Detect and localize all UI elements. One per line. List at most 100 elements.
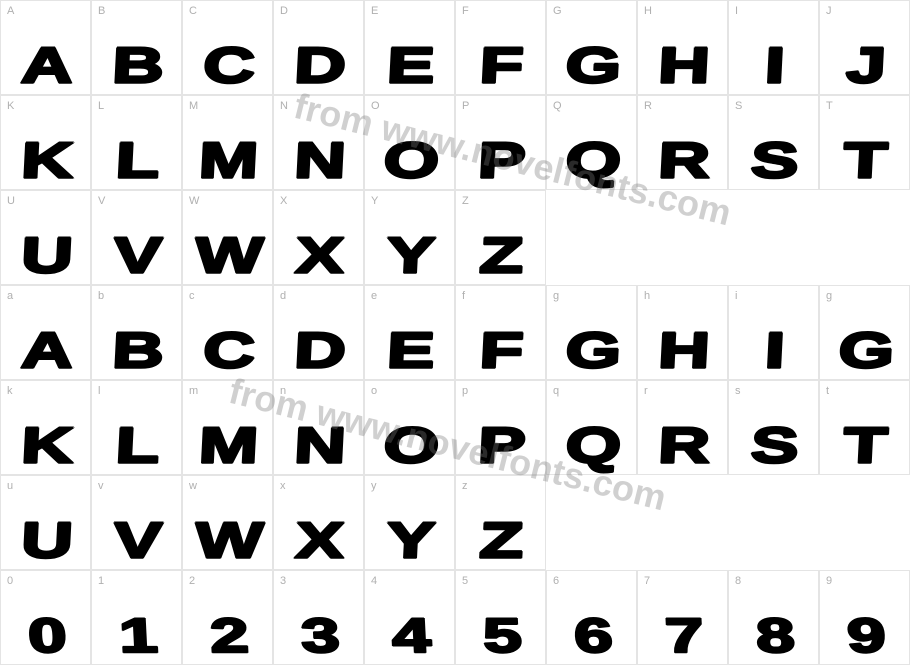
cell-label: z bbox=[462, 480, 468, 492]
glyph-cell[interactable]: 88 bbox=[728, 570, 819, 665]
glyph: K bbox=[20, 420, 71, 470]
grid-row: KKLLMMNNOOPPQQRRSSTT bbox=[0, 95, 910, 190]
glyph-cell[interactable]: dD bbox=[273, 285, 364, 380]
glyph-cell[interactable]: UU bbox=[0, 190, 91, 285]
cell-label: g bbox=[553, 290, 559, 302]
glyph-cell[interactable]: lL bbox=[91, 380, 182, 475]
glyph: H bbox=[657, 40, 708, 90]
empty-cell bbox=[546, 190, 637, 285]
cell-label: G bbox=[553, 5, 562, 17]
glyph-cell[interactable]: tT bbox=[819, 380, 910, 475]
cell-label: A bbox=[7, 5, 14, 17]
cell-label: m bbox=[189, 385, 198, 397]
cell-label: 9 bbox=[826, 575, 832, 587]
glyph-cell[interactable]: VV bbox=[91, 190, 182, 285]
glyph-cell[interactable]: 44 bbox=[364, 570, 455, 665]
glyph: 9 bbox=[846, 611, 884, 659]
glyph-cell[interactable]: cC bbox=[182, 285, 273, 380]
glyph-cell[interactable]: 22 bbox=[182, 570, 273, 665]
glyph-cell[interactable]: 55 bbox=[455, 570, 546, 665]
glyph: M bbox=[198, 420, 257, 470]
glyph-cell[interactable]: 99 bbox=[819, 570, 910, 665]
glyph-cell[interactable]: SS bbox=[728, 95, 819, 190]
glyph: O bbox=[382, 420, 437, 470]
glyph: R bbox=[657, 135, 708, 185]
glyph-cell[interactable]: nN bbox=[273, 380, 364, 475]
glyph-cell[interactable]: hH bbox=[637, 285, 728, 380]
glyph-cell[interactable]: 00 bbox=[0, 570, 91, 665]
glyph: I bbox=[764, 40, 783, 90]
cell-label: s bbox=[735, 385, 741, 397]
glyph-cell[interactable]: 33 bbox=[273, 570, 364, 665]
glyph-cell[interactable]: sS bbox=[728, 380, 819, 475]
empty-cell bbox=[637, 475, 728, 570]
glyph-cell[interactable]: 77 bbox=[637, 570, 728, 665]
glyph-cell[interactable]: 66 bbox=[546, 570, 637, 665]
cell-label: O bbox=[371, 100, 380, 112]
glyph-cell[interactable]: YY bbox=[364, 190, 455, 285]
empty-cell bbox=[728, 475, 819, 570]
glyph-cell[interactable]: QQ bbox=[546, 95, 637, 190]
glyph-cell[interactable]: GG bbox=[546, 0, 637, 95]
empty-cell bbox=[637, 190, 728, 285]
empty-cell bbox=[819, 190, 910, 285]
cell-label: W bbox=[189, 195, 199, 207]
empty-cell bbox=[546, 475, 637, 570]
glyph-cell[interactable]: XX bbox=[273, 190, 364, 285]
cell-label: J bbox=[826, 5, 832, 17]
glyph-cell[interactable]: DD bbox=[273, 0, 364, 95]
glyph-cell[interactable]: OO bbox=[364, 95, 455, 190]
glyph-cell[interactable]: gG bbox=[546, 285, 637, 380]
glyph-cell[interactable]: zZ bbox=[455, 475, 546, 570]
glyph-cell[interactable]: pP bbox=[455, 380, 546, 475]
glyph-cell[interactable]: eE bbox=[364, 285, 455, 380]
glyph-cell[interactable]: aA bbox=[0, 285, 91, 380]
glyph-cell[interactable]: 11 bbox=[91, 570, 182, 665]
glyph-cell[interactable]: bB bbox=[91, 285, 182, 380]
glyph-cell[interactable]: oO bbox=[364, 380, 455, 475]
glyph-cell[interactable]: TT bbox=[819, 95, 910, 190]
cell-label: a bbox=[7, 290, 13, 302]
glyph-cell[interactable]: WW bbox=[182, 190, 273, 285]
glyph: H bbox=[657, 325, 708, 375]
cell-label: N bbox=[280, 100, 288, 112]
glyph-cell[interactable]: PP bbox=[455, 95, 546, 190]
glyph-cell[interactable]: qQ bbox=[546, 380, 637, 475]
glyph-cell[interactable]: mM bbox=[182, 380, 273, 475]
cell-label: D bbox=[280, 5, 288, 17]
glyph-cell[interactable]: II bbox=[728, 0, 819, 95]
glyph-cell[interactable]: FF bbox=[455, 0, 546, 95]
glyph-cell[interactable]: RR bbox=[637, 95, 728, 190]
glyph-cell[interactable]: wW bbox=[182, 475, 273, 570]
glyph: C bbox=[202, 40, 253, 90]
glyph-cell[interactable]: iI bbox=[728, 285, 819, 380]
glyph-cell[interactable]: LL bbox=[91, 95, 182, 190]
glyph-cell[interactable]: NN bbox=[273, 95, 364, 190]
glyph-cell[interactable]: gG bbox=[819, 285, 910, 380]
glyph-cell[interactable]: BB bbox=[91, 0, 182, 95]
glyph: V bbox=[113, 230, 160, 280]
glyph-cell[interactable]: kK bbox=[0, 380, 91, 475]
glyph-cell[interactable]: yY bbox=[364, 475, 455, 570]
cell-label: F bbox=[462, 5, 469, 17]
glyph-cell[interactable]: rR bbox=[637, 380, 728, 475]
glyph: A bbox=[20, 40, 71, 90]
glyph-cell[interactable]: JJ bbox=[819, 0, 910, 95]
glyph: S bbox=[750, 135, 797, 185]
glyph-cell[interactable]: xX bbox=[273, 475, 364, 570]
glyph-cell[interactable]: MM bbox=[182, 95, 273, 190]
glyph: Z bbox=[479, 515, 522, 565]
glyph: N bbox=[293, 420, 344, 470]
glyph-cell[interactable]: ZZ bbox=[455, 190, 546, 285]
glyph-cell[interactable]: HH bbox=[637, 0, 728, 95]
glyph-cell[interactable]: vV bbox=[91, 475, 182, 570]
glyph-cell[interactable]: fF bbox=[455, 285, 546, 380]
glyph-cell[interactable]: CC bbox=[182, 0, 273, 95]
grid-row: UUVVWWXXYYZZ bbox=[0, 190, 910, 285]
glyph-cell[interactable]: KK bbox=[0, 95, 91, 190]
glyph-cell[interactable]: EE bbox=[364, 0, 455, 95]
glyph-cell[interactable]: uU bbox=[0, 475, 91, 570]
glyph-cell[interactable]: AA bbox=[0, 0, 91, 95]
glyph: 6 bbox=[573, 611, 611, 659]
glyph: P bbox=[477, 420, 524, 470]
